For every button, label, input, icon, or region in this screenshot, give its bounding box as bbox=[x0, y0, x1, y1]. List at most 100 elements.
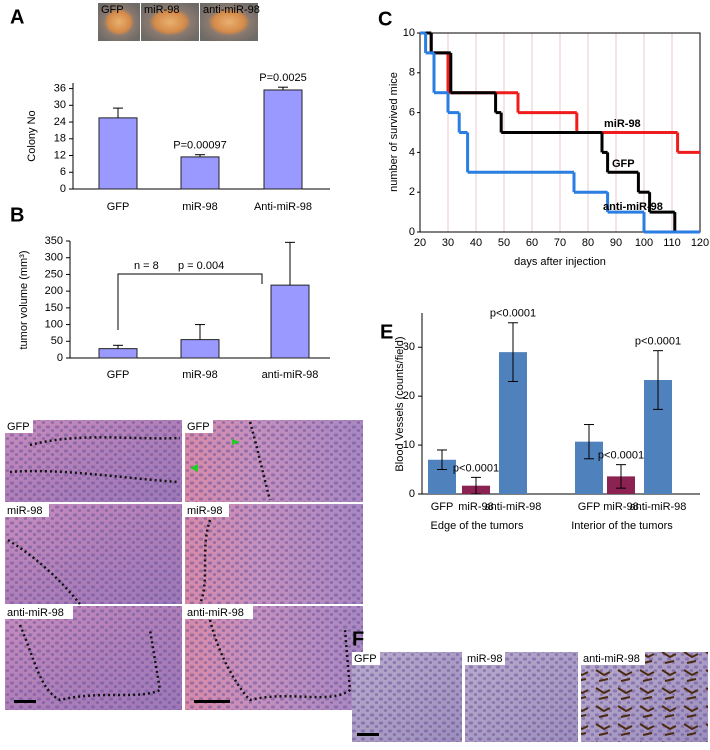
group-label: Interior of the tumors bbox=[571, 520, 673, 532]
image-label: GFP bbox=[187, 421, 210, 433]
image-label: miR-98 bbox=[144, 4, 179, 16]
bar-label: p<0.0001 bbox=[635, 336, 681, 348]
x-tick-label: 120 bbox=[691, 237, 709, 249]
y-tick-label: 30 bbox=[54, 99, 66, 111]
label-bg bbox=[352, 652, 380, 665]
scale-bar bbox=[194, 700, 230, 703]
panel-letter: C bbox=[378, 8, 392, 30]
label-bg bbox=[185, 504, 229, 517]
y-tick-label: 30 bbox=[403, 341, 415, 353]
y-tick-label: 8 bbox=[409, 67, 415, 79]
bar bbox=[180, 156, 220, 190]
x-tick-label: GFP bbox=[107, 201, 130, 213]
image bbox=[200, 3, 258, 41]
y-tick-label: 300 bbox=[45, 252, 63, 264]
y-tick-label: 350 bbox=[45, 235, 63, 247]
y-tick-label: 10 bbox=[403, 439, 415, 451]
scale-bar bbox=[14, 700, 36, 703]
y-tick-label: 20 bbox=[403, 390, 415, 402]
y-tick-label: 6 bbox=[60, 166, 66, 178]
y-tick-label: 150 bbox=[45, 302, 63, 314]
x-tick-label: anti-miR-98 bbox=[485, 501, 542, 513]
x-tick-label: anti-miR-98 bbox=[262, 369, 319, 381]
annotation: n = 8 bbox=[134, 260, 159, 272]
panel-letter: A bbox=[10, 6, 24, 28]
y-tick-label: 36 bbox=[54, 82, 66, 94]
y-tick-label: 10 bbox=[403, 27, 415, 39]
x-tick-label: 100 bbox=[635, 237, 653, 249]
bar bbox=[98, 117, 138, 190]
y-tick-label: 250 bbox=[45, 268, 63, 280]
x-axis-label: days after injection bbox=[514, 256, 606, 268]
y-tick-label: 4 bbox=[409, 146, 415, 158]
bar-label: p<0.0001 bbox=[490, 308, 536, 320]
y-tick-label: 6 bbox=[409, 107, 415, 119]
x-tick-label: 90 bbox=[610, 237, 622, 249]
image-label: anti-miR-98 bbox=[583, 653, 640, 665]
annotation: p = 0.004 bbox=[178, 260, 224, 272]
x-tick-label: 70 bbox=[554, 237, 566, 249]
image-label: anti-miR-98 bbox=[7, 607, 64, 619]
y-axis-label: number of survived mice bbox=[388, 72, 400, 192]
x-tick-label: 110 bbox=[663, 237, 681, 249]
group-label: Edge of the tumors bbox=[431, 520, 524, 532]
bar-label: P=0.00097 bbox=[173, 140, 227, 152]
x-tick-label: 40 bbox=[470, 237, 482, 249]
y-tick-label: 0 bbox=[409, 226, 415, 238]
x-tick-label: 30 bbox=[442, 237, 454, 249]
cell-texture bbox=[5, 420, 363, 710]
y-tick-label: 0 bbox=[57, 352, 63, 364]
series-label: miR-98 bbox=[604, 118, 641, 130]
x-tick-label: miR-98 bbox=[182, 369, 217, 381]
panel-letter: B bbox=[10, 204, 24, 226]
image bbox=[141, 3, 199, 41]
label-bg bbox=[185, 606, 253, 619]
bar bbox=[180, 339, 220, 359]
label-bg bbox=[5, 504, 49, 517]
label-bg bbox=[581, 652, 645, 665]
colony-images: GFP miR-98 anti-miR-98 bbox=[98, 3, 260, 41]
tumor-border bbox=[7, 421, 352, 702]
series-label: GFP bbox=[612, 158, 635, 170]
x-tick-label: GFP bbox=[431, 501, 454, 513]
x-tick-label: GFP bbox=[107, 369, 130, 381]
label-bg bbox=[5, 420, 33, 433]
x-tick-label: 20 bbox=[414, 237, 426, 249]
image-label: miR-98 bbox=[467, 653, 502, 665]
bar-label: p<0.0001 bbox=[453, 462, 499, 474]
bar bbox=[270, 284, 310, 359]
bar bbox=[98, 348, 138, 359]
image-label: miR-98 bbox=[187, 505, 222, 517]
image-label: anti-miR-98 bbox=[187, 607, 244, 619]
y-axis-label: tumor volume (mm³) bbox=[18, 250, 30, 349]
significance-bracket bbox=[117, 273, 263, 330]
y-tick-label: 200 bbox=[45, 285, 63, 297]
x-tick-label: 80 bbox=[582, 237, 594, 249]
y-tick-label: 50 bbox=[51, 335, 63, 347]
x-tick-label: GFP bbox=[578, 501, 601, 513]
plot-frame bbox=[419, 32, 701, 233]
x-tick-label: Anti-miR-98 bbox=[254, 201, 312, 213]
y-tick-label: 2 bbox=[409, 186, 415, 198]
x-tick-label: 50 bbox=[498, 237, 510, 249]
label-bg bbox=[465, 652, 505, 665]
image-label: GFP bbox=[354, 653, 377, 665]
image-label: GFP bbox=[101, 4, 124, 16]
x-tick-label: miR-98 bbox=[182, 201, 217, 213]
x-tick-label: 60 bbox=[526, 237, 538, 249]
stained-vessels bbox=[581, 652, 708, 742]
x-tick-label: miR-98 bbox=[603, 501, 638, 513]
y-tick-label: 24 bbox=[54, 116, 66, 128]
bar bbox=[263, 89, 303, 190]
series-label: anti-miR-98 bbox=[603, 201, 663, 213]
y-tick-label: 100 bbox=[45, 318, 63, 330]
ihc-panel: F GFP miR-98 anti-miR-98 bbox=[352, 628, 708, 742]
histology-panel: D GFP GFP miR-98 miR- bbox=[5, 418, 363, 710]
image-label: anti-miR-98 bbox=[203, 4, 260, 16]
panel-letter: F bbox=[352, 628, 364, 650]
x-tick-label: anti-miR-98 bbox=[630, 501, 687, 513]
scale-bar bbox=[357, 733, 379, 736]
label-bg bbox=[185, 420, 213, 433]
y-tick-label: 12 bbox=[54, 149, 66, 161]
